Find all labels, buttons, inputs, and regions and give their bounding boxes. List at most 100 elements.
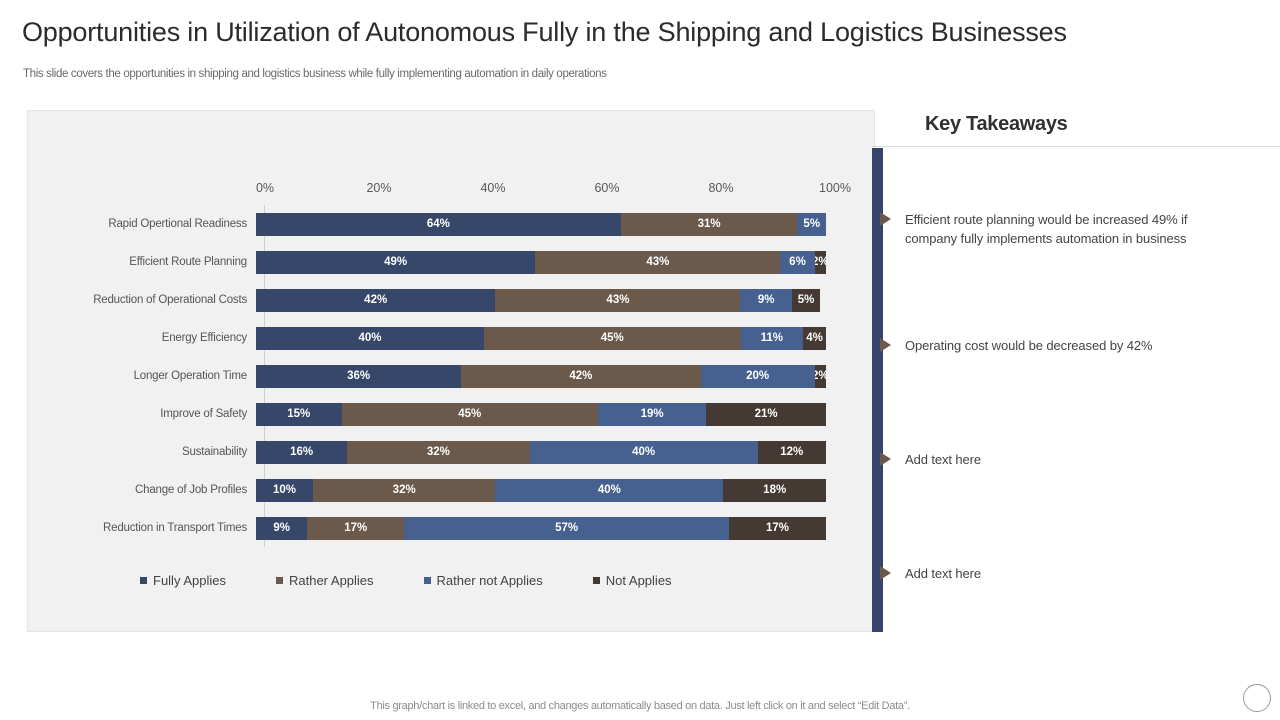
legend-item[interactable]: Fully Applies <box>140 573 226 588</box>
bar-segment: 9% <box>740 288 792 312</box>
bar-segment: 18% <box>723 478 826 502</box>
chart-bar-row: Reduction in Transport Times 9% 17% 57% 17% <box>28 509 874 547</box>
legend-label: Rather Applies <box>288 573 374 588</box>
legend-swatch-icon <box>592 577 600 584</box>
chart-panel: 0% 20% 40% 60% 80% 100% Rapid Opertional Read… <box>27 110 875 632</box>
bar-track: 42% 43% 9% 5% <box>256 288 826 312</box>
chart-bar-row: Improve of Safety 15% 45% 19% 21% <box>28 395 874 433</box>
triangle-bullet-icon <box>880 338 891 352</box>
bar-segment: 5% <box>791 288 821 312</box>
bar-segment: 40% <box>256 326 484 350</box>
x-axis-tick: 80% <box>708 181 734 195</box>
bar-segment: 4% <box>803 326 826 350</box>
key-takeaway-item[interactable]: Add text here <box>880 564 1240 583</box>
bar-segment: 5% <box>797 212 826 236</box>
bar-segment: 36% <box>256 364 462 388</box>
bar-category-label: Energy Efficiency <box>161 332 247 344</box>
bar-track: 49%43%6%2% <box>256 250 826 274</box>
bar-segment: 21% <box>706 402 826 426</box>
bar-category-label: Longer Operation Time <box>133 370 248 382</box>
chart-x-axis: 0% 20% 40% 60% 80% 100% <box>28 181 874 201</box>
bar-segment: 64% <box>256 212 621 236</box>
key-takeaway-item[interactable]: Operating cost would be decreased by 42% <box>880 336 1240 355</box>
chart-data-source-note: This graph/chart is linked to excel, and… <box>370 700 910 712</box>
bar-segment: 43% <box>535 250 781 274</box>
chart-plot-area: Rapid Opertional Readiness 64% 31% 5% Effici… <box>28 205 874 547</box>
legend-swatch-icon <box>423 577 431 584</box>
bar-category-label: Efficient Route Planning <box>129 256 247 268</box>
bar-segment: 49% <box>256 250 536 274</box>
bar-track: 16% 32% 40% 12% <box>256 440 826 464</box>
key-takeaways-divider <box>872 146 1280 147</box>
legend-item[interactable]: Not Applies <box>592 573 672 588</box>
bar-segment: 57% <box>404 516 730 540</box>
key-takeaway-item[interactable]: Efficient route planning would be increa… <box>880 210 1240 248</box>
legend-swatch-icon <box>275 577 283 584</box>
bar-segment: 11% <box>740 326 804 350</box>
chart-bars: Rapid Opertional Readiness 64% 31% 5% Effici… <box>28 205 874 547</box>
chart-bar-row: Sustainability 16% 32% 40% 12% <box>28 433 874 471</box>
x-axis-tick: 100% <box>819 181 851 195</box>
bar-segment: 32% <box>347 440 530 464</box>
chart-bar-row: Efficient Route Planning 49%43%6%2% <box>28 243 874 281</box>
legend-label: Rather not Applies <box>436 573 543 588</box>
chart-bar-row: Energy Efficiency 40% 45% 11% 4% <box>28 319 874 357</box>
chart-legend: Fully Applies Rather Applies Rather not Ap… <box>140 573 722 588</box>
x-axis-tick: 40% <box>480 181 506 195</box>
chart-bar-row: Change of Job Profiles 10% 32% 40% 18% <box>28 471 874 509</box>
bar-segment: 42% <box>461 364 701 388</box>
bar-segment: 2% <box>814 364 826 388</box>
bar-segment: 16% <box>256 440 348 464</box>
bar-segment: 32% <box>313 478 496 502</box>
bar-category-label: Change of Job Profiles <box>135 484 247 496</box>
bar-segment: 40% <box>529 440 758 464</box>
legend-label: Not Applies <box>605 573 672 588</box>
key-takeaway-text: Add text here <box>905 452 982 467</box>
legend-swatch-icon <box>140 577 147 584</box>
bar-segment: 43% <box>495 288 741 312</box>
triangle-bullet-icon <box>880 566 891 580</box>
key-takeaways-list: Efficient route planning would be increa… <box>880 148 1270 632</box>
bar-segment: 6% <box>780 250 815 274</box>
bar-category-label: Improve of Safety <box>160 408 247 420</box>
chart-bar-row: Longer Operation Time 36%42%20%2% <box>28 357 874 395</box>
key-takeaways-title: Key Takeaways <box>925 113 1068 135</box>
bar-track: 40% 45% 11% 4% <box>256 326 826 350</box>
bar-segment: 31% <box>620 212 798 236</box>
page-title: Opportunities in Utilization of Autonomo… <box>22 17 1067 47</box>
x-axis-tick: 0% <box>255 181 275 195</box>
bar-category-label: Reduction in Transport Times <box>103 522 247 534</box>
bar-segment: 15% <box>256 402 342 426</box>
bar-segment: 19% <box>598 402 707 426</box>
bar-track: 64% 31% 5% <box>256 212 826 236</box>
legend-item[interactable]: Rather not Applies <box>423 573 543 588</box>
bar-category-label: Sustainability <box>182 446 247 458</box>
legend-label: Fully Applies <box>153 573 226 588</box>
key-takeaway-text: Efficient route planning would be increa… <box>905 212 1188 246</box>
bar-track: 9% 17% 57% 17% <box>256 516 826 540</box>
bar-track: 15% 45% 19% 21% <box>256 402 826 426</box>
chart-bar-row: Rapid Opertional Readiness 64% 31% 5% <box>28 205 874 243</box>
corner-circle-decoration <box>1243 684 1271 712</box>
bar-segment: 10% <box>256 478 313 502</box>
triangle-bullet-icon <box>880 212 891 226</box>
triangle-bullet-icon <box>880 452 891 466</box>
bar-track: 10% 32% 40% 18% <box>256 478 826 502</box>
chart-bar-row: Reduction of Operational Costs 42% 43% 9% 5% <box>28 281 874 319</box>
key-takeaway-text: Operating cost would be decreased by 42% <box>905 338 1153 353</box>
bar-track: 36%42%20%2% <box>256 364 826 388</box>
x-axis-tick: 20% <box>366 181 392 195</box>
bar-segment: 9% <box>256 516 308 540</box>
bar-segment: 17% <box>307 516 405 540</box>
bar-segment: 45% <box>484 326 741 350</box>
bar-segment: 20% <box>700 364 815 388</box>
bar-segment: 40% <box>495 478 724 502</box>
legend-item[interactable]: Rather Applies <box>275 573 374 588</box>
bar-category-label: Rapid Opertional Readiness <box>108 218 247 230</box>
bar-segment: 12% <box>757 440 826 464</box>
x-axis-tick: 60% <box>594 181 620 195</box>
bar-segment: 42% <box>256 288 496 312</box>
key-takeaway-text: Add text here <box>905 566 982 581</box>
bar-category-label: Reduction of Operational Costs <box>93 294 247 306</box>
key-takeaway-item[interactable]: Add text here <box>880 450 1240 469</box>
